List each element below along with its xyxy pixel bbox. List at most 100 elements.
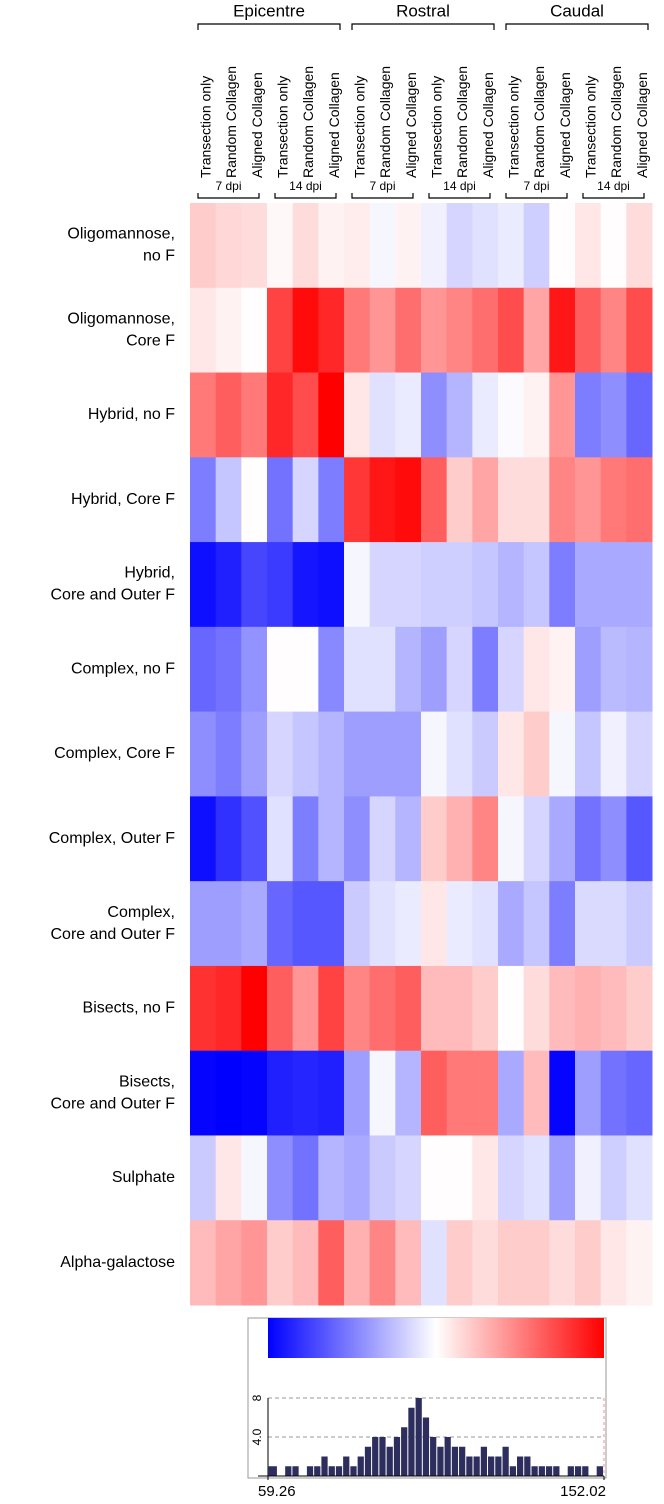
heat-cell — [369, 203, 396, 289]
hist-bar — [314, 1466, 321, 1476]
group-label: Caudal — [550, 1, 604, 20]
hist-bar — [488, 1456, 495, 1476]
heat-cell — [267, 796, 294, 882]
heat-cell — [241, 881, 268, 967]
heat-cell — [344, 203, 371, 289]
heat-cell — [292, 1220, 319, 1306]
row-label: Oligomannose, — [67, 226, 175, 243]
heat-cell — [369, 1050, 396, 1136]
heat-cell — [421, 881, 448, 967]
heat-cell — [626, 881, 653, 967]
hist-bar — [343, 1456, 350, 1476]
row-label: Complex, — [107, 904, 175, 921]
heat-cell — [190, 287, 217, 374]
hist-bar — [393, 1437, 401, 1476]
heat-cell — [395, 1135, 422, 1221]
heat-cell — [344, 965, 371, 1052]
heat-cell — [369, 881, 396, 967]
heat-cell — [421, 796, 448, 882]
heat-cell — [600, 287, 627, 374]
row-label: no F — [143, 248, 175, 265]
heat-cell — [190, 796, 217, 882]
heat-cell — [575, 881, 602, 967]
heat-cell — [215, 1220, 242, 1306]
heat-cell — [549, 203, 576, 289]
heat-cell — [575, 711, 602, 797]
heat-cell — [190, 203, 217, 289]
heat-cell — [472, 711, 499, 797]
heat-cell — [215, 1050, 242, 1136]
heat-cell — [472, 203, 499, 289]
heat-cell — [369, 542, 396, 628]
column-label: Aligned Collagen — [480, 72, 496, 178]
hist-bar — [451, 1446, 459, 1476]
heat-cell — [626, 965, 653, 1052]
hist-bar — [502, 1446, 509, 1476]
heat-cell — [472, 1135, 499, 1221]
heat-cell — [369, 1220, 396, 1306]
column-label: Aligned Collagen — [634, 72, 650, 178]
column-label: Transection only — [429, 76, 445, 178]
heat-cell — [600, 1135, 627, 1221]
heat-cell — [498, 457, 525, 543]
heat-cell — [498, 1220, 525, 1306]
heat-cell — [190, 1135, 217, 1221]
heat-cell — [241, 1135, 268, 1221]
heat-cell — [241, 457, 268, 543]
heat-cell — [267, 542, 294, 628]
heat-cell — [549, 287, 576, 374]
heat-cell — [318, 203, 345, 289]
heat-cell — [523, 1135, 550, 1221]
heat-cell — [446, 626, 473, 713]
row-label: Hybrid, Core F — [71, 491, 175, 508]
dpi-bracket — [351, 193, 414, 199]
heat-cell — [472, 287, 499, 374]
dpi-label: 14 dpi — [597, 179, 630, 193]
group-bracket — [351, 23, 495, 30]
heat-cell — [215, 796, 242, 882]
heat-cell — [626, 457, 653, 543]
heat-cell — [190, 965, 217, 1052]
row-label: Complex, no F — [71, 660, 175, 677]
row-label: Bisects, no F — [83, 1000, 176, 1017]
heat-cell — [318, 1050, 345, 1136]
heat-cell — [267, 965, 294, 1052]
heat-cell — [344, 881, 371, 967]
heat-cell — [190, 626, 217, 713]
heat-cell — [267, 626, 294, 713]
heat-cell — [421, 372, 448, 458]
column-label: Aligned Collagen — [403, 72, 419, 178]
hist-bar — [364, 1446, 372, 1476]
hist-bar — [422, 1417, 430, 1476]
heat-cell — [292, 457, 319, 543]
column-label: Transection only — [198, 76, 214, 178]
row-label: Core and Outer F — [51, 1095, 176, 1112]
heat-cell — [369, 1135, 396, 1221]
group-label: Epicentre — [233, 1, 305, 20]
heat-cell — [600, 372, 627, 458]
heat-cell — [190, 457, 217, 543]
hist-bar — [357, 1456, 364, 1476]
dpi-label: 14 dpi — [443, 179, 476, 193]
heat-cell — [344, 1135, 371, 1221]
heat-cell — [369, 626, 396, 713]
heat-cell — [241, 1220, 268, 1306]
dpi-bracket — [505, 193, 568, 199]
hist-bar — [444, 1437, 451, 1476]
heat-cell — [344, 1220, 371, 1306]
heat-cell — [446, 542, 473, 628]
heat-cell — [292, 1050, 319, 1136]
heat-cell — [267, 203, 294, 289]
heat-cell — [421, 1135, 448, 1221]
hist-bar — [553, 1466, 560, 1476]
heat-cell — [318, 965, 345, 1052]
heat-cell — [421, 542, 448, 628]
hist-bar — [268, 1466, 277, 1476]
column-label: Random Collagen — [608, 66, 624, 178]
column-label: Aligned Collagen — [557, 72, 573, 178]
heat-cell — [549, 1135, 576, 1221]
heat-cell — [421, 711, 448, 797]
heat-cell — [575, 372, 602, 458]
heat-cell — [421, 457, 448, 543]
row-label: Core and Outer F — [51, 926, 176, 943]
